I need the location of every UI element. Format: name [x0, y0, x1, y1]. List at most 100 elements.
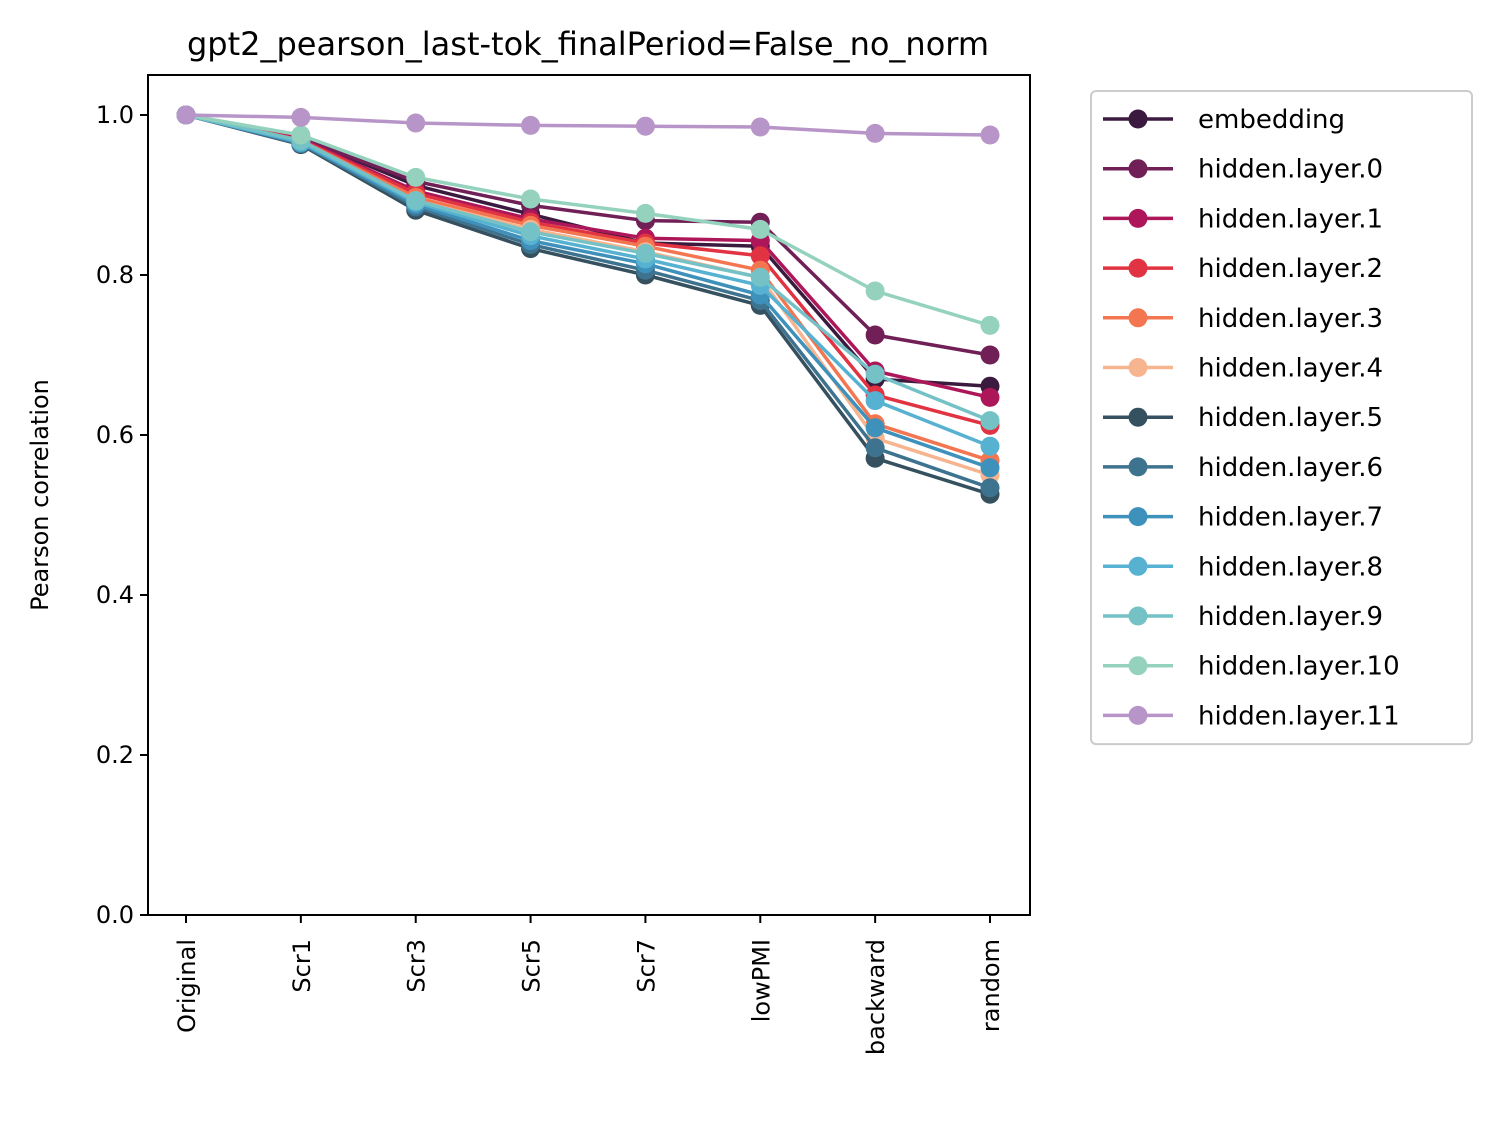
data-point	[291, 107, 311, 127]
data-point	[865, 438, 885, 458]
y-axis-label: Pearson correlation	[26, 379, 54, 611]
legend-item: hidden.layer.4	[1103, 354, 1383, 384]
data-point	[406, 113, 426, 133]
legend-item: hidden.layer.5	[1103, 403, 1383, 433]
legend-item: hidden.layer.10	[1103, 652, 1400, 682]
series-hidden-layer-11	[176, 105, 1000, 145]
y-tick-label: 0.8	[96, 261, 134, 289]
legend-swatch-marker	[1128, 407, 1148, 427]
legend-label: hidden.layer.11	[1198, 701, 1400, 731]
data-point	[406, 191, 426, 211]
legend-label: hidden.layer.7	[1198, 503, 1383, 533]
y-tick-label: 0.0	[96, 901, 134, 929]
x-tick-label: backward	[862, 939, 890, 1055]
data-point	[750, 219, 770, 239]
legend-item: hidden.layer.1	[1103, 204, 1383, 234]
legend-swatch-marker	[1128, 109, 1148, 129]
legend-label: hidden.layer.8	[1198, 552, 1383, 582]
legend-item: hidden.layer.11	[1103, 701, 1400, 731]
data-point	[635, 203, 655, 223]
data-point	[980, 411, 1000, 431]
data-point	[406, 167, 426, 187]
data-point	[750, 267, 770, 287]
data-point	[521, 222, 541, 242]
legend-label: hidden.layer.4	[1198, 354, 1383, 384]
data-point	[865, 364, 885, 384]
series-line	[185, 113, 991, 423]
legend-item: hidden.layer.9	[1103, 602, 1383, 632]
data-point	[750, 246, 770, 266]
x-tick-label: Original	[173, 939, 201, 1033]
data-point	[865, 325, 885, 345]
legend-label: hidden.layer.9	[1198, 602, 1383, 632]
y-tick-label: 0.6	[96, 421, 134, 449]
legend-label: hidden.layer.2	[1198, 254, 1383, 284]
data-point	[980, 436, 1000, 456]
legend-swatch-marker	[1128, 208, 1148, 228]
data-point	[176, 105, 196, 125]
y-tick-label: 0.2	[96, 741, 134, 769]
legend-swatch-marker	[1128, 556, 1148, 576]
data-point	[635, 116, 655, 136]
legend-item: hidden.layer.6	[1103, 453, 1383, 483]
data-point	[291, 125, 311, 145]
legend-item: hidden.layer.2	[1103, 254, 1383, 284]
x-tick-label: Scr1	[288, 939, 316, 993]
data-point	[980, 315, 1000, 335]
legend-label: hidden.layer.10	[1198, 652, 1400, 682]
series-hidden-layer-8	[176, 105, 1000, 456]
series-hidden-layer-6	[176, 105, 1000, 498]
legend-box	[1090, 90, 1473, 746]
legend-item: hidden.layer.0	[1103, 155, 1383, 185]
series-line	[185, 113, 991, 357]
x-tick-label: Scr3	[403, 939, 431, 993]
legend-label: hidden.layer.3	[1198, 304, 1383, 334]
legend-label: hidden.layer.1	[1198, 204, 1383, 234]
legend-swatch-marker	[1128, 507, 1148, 527]
series-line	[185, 113, 991, 328]
series-hidden-layer-9	[176, 105, 1000, 431]
y-tick-label: 1.0	[96, 101, 134, 129]
chart-title: gpt2_pearson_last-tok_finalPeriod=False_…	[187, 25, 989, 63]
data-point	[980, 458, 1000, 478]
y-axis: 0.0 0.2 0.4 0.6 0.8 1.0	[96, 101, 148, 929]
data-point	[865, 418, 885, 438]
legend-label: hidden.layer.0	[1198, 155, 1383, 185]
data-point	[980, 478, 1000, 498]
legend-swatch-marker	[1128, 308, 1148, 328]
data-point	[750, 117, 770, 137]
data-point	[865, 123, 885, 143]
legend-label: hidden.layer.5	[1198, 403, 1383, 433]
legend-swatch-marker	[1128, 705, 1148, 725]
plot-area-frame	[147, 74, 1031, 916]
x-tick-label: random	[977, 939, 1005, 1032]
data-point	[980, 125, 1000, 145]
legend-label: embedding	[1198, 105, 1345, 135]
x-tick-label: lowPMI	[747, 939, 775, 1022]
legend-swatch-marker	[1128, 358, 1148, 377]
legend-swatch-marker	[1128, 457, 1148, 477]
legend-label: hidden.layer.6	[1198, 453, 1383, 483]
series-line	[185, 113, 991, 137]
data-point	[865, 391, 885, 411]
x-axis: Original Scr1 Scr3 Scr5 Scr7 lowPMI backward ra…	[173, 915, 1005, 1055]
legend-item: embedding	[1103, 105, 1345, 135]
data-point	[980, 387, 1000, 407]
data-point	[980, 345, 1000, 365]
y-tick-label: 0.4	[96, 581, 134, 609]
data-point	[635, 243, 655, 263]
x-tick-label: Scr7	[632, 939, 660, 993]
legend-item: hidden.layer.8	[1103, 552, 1383, 582]
x-tick-label: Scr5	[518, 939, 546, 993]
legend: embedding hidden.layer.0 hidden.layer.1 hid…	[1090, 90, 1473, 746]
legend-item: hidden.layer.3	[1103, 304, 1383, 334]
legend-item: hidden.layer.7	[1103, 503, 1383, 533]
data-point	[521, 115, 541, 135]
series-layer	[176, 105, 1000, 504]
legend-swatch-marker	[1128, 159, 1148, 179]
data-point	[521, 189, 541, 209]
legend-swatch-marker	[1128, 258, 1148, 278]
legend-swatch-marker	[1128, 656, 1148, 676]
legend-swatch-marker	[1128, 606, 1148, 626]
